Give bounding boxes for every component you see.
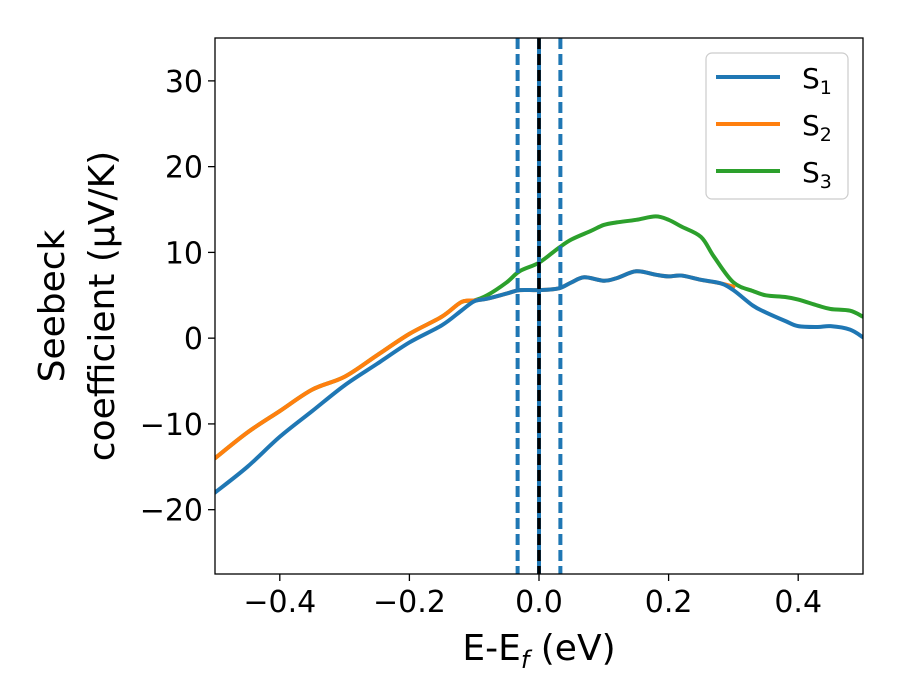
x-axis-label: E-Ef (eV) [462, 628, 615, 674]
y-tick-label: 10 [165, 236, 203, 271]
legend-label-s2: S2 [802, 109, 832, 146]
y-tick-label: 0 [184, 322, 203, 357]
x-tick-label: 0.0 [515, 585, 563, 620]
y-ticks: −20 −10 0 10 20 30 [140, 65, 215, 529]
x-tick-label: 0.4 [774, 585, 822, 620]
x-tick-label: 0.2 [645, 585, 693, 620]
x-tick-label: −0.4 [243, 585, 316, 620]
x-ticks: −0.4 −0.2 0.0 0.2 0.4 [243, 574, 822, 620]
y-tick-label: −20 [140, 494, 203, 529]
y-tick-label: 30 [165, 65, 203, 100]
legend-label-s1: S1 [802, 62, 832, 99]
series-line-s1 [215, 269, 863, 495]
x-tick-label: −0.2 [373, 585, 446, 620]
series-layer [215, 214, 863, 495]
y-tick-label: −10 [140, 408, 203, 443]
y-tick-label: 20 [165, 151, 203, 186]
legend: S1 S2 S3 [705, 52, 849, 200]
y-axis-label-line1: Seebeck [32, 229, 73, 382]
y-axis-label-line2: coefficient (μV/K) [82, 151, 123, 461]
legend-label-s3: S3 [802, 156, 832, 193]
vertical-lines-layer [515, 38, 563, 574]
y-axis-label: Seebeck coefficient (μV/K) [32, 151, 123, 461]
